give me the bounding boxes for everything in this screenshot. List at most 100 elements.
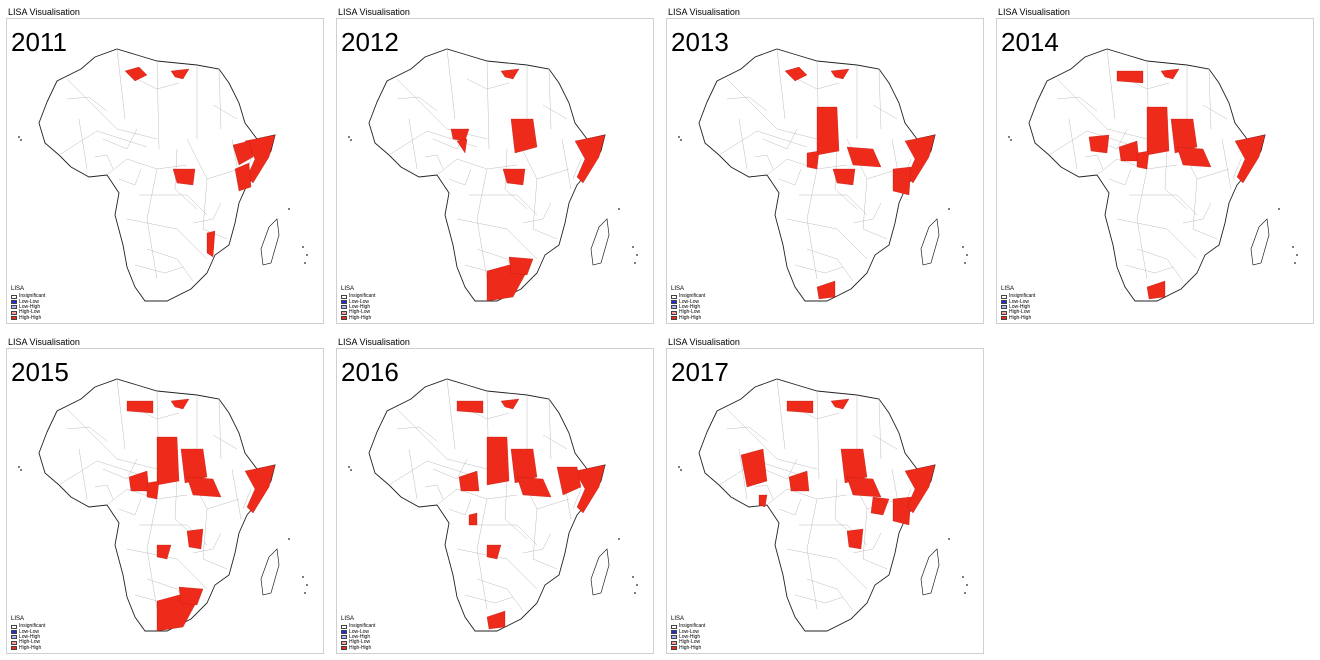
legend-title: LISA: [671, 616, 685, 622]
map-frame: 2011 LISA Insignificant Low-Low Low-High High…: [6, 18, 324, 324]
legend: LISA Insignificant Low-Low Low-High High-Low…: [341, 616, 375, 651]
region-border: [548, 68, 552, 130]
region-border: [78, 118, 88, 170]
high-high-region: [830, 68, 850, 80]
africa-landmass: [1028, 48, 1266, 302]
region-border: [1136, 248, 1184, 282]
island-dot: [680, 469, 682, 471]
region-border: [1208, 68, 1212, 130]
high-high-region: [172, 168, 196, 186]
legend-item: Low-Low: [11, 629, 45, 635]
legend-label: High-Low: [349, 639, 371, 646]
legend-item: High-High: [11, 645, 45, 651]
legend-swatch: [11, 646, 17, 651]
high-high-region: [832, 168, 856, 186]
legend-item: Low-High: [341, 633, 375, 640]
map-panel-2011: LISA Visualisation 2011 LISA Insignificant L…: [6, 0, 324, 324]
legend: LISA Insignificant Low-Low Low-High High-Low…: [11, 286, 45, 321]
region-border: [436, 488, 518, 506]
region-border: [456, 218, 538, 260]
region-border: [231, 468, 242, 520]
legend-swatch: [671, 316, 677, 321]
region-border: [738, 118, 748, 170]
legend-label: Low-High: [349, 633, 371, 640]
region-border: [878, 68, 882, 130]
legend-item: Low-Low: [1001, 298, 1035, 305]
legend-swatch: [1001, 294, 1007, 299]
island-dot: [632, 246, 634, 248]
high-high-regions: [126, 398, 276, 632]
high-high-region: [456, 138, 468, 154]
legend-item: High-High: [1001, 315, 1035, 321]
legend-item: High-Low: [671, 310, 705, 315]
legend-item: High-Low: [341, 640, 375, 645]
island-dot: [680, 139, 682, 141]
legend-swatch: [671, 310, 677, 315]
map-frame: 2014 LISA Insignificant Low-Low Low-High High…: [996, 18, 1314, 324]
year-label: 2013: [671, 27, 729, 57]
island-dot: [288, 208, 290, 210]
legend-swatch: [341, 310, 347, 315]
legend-item: High-Low: [11, 310, 45, 315]
high-high-regions: [124, 66, 276, 258]
region-border: [862, 508, 888, 570]
island-dot: [350, 469, 352, 471]
legend-swatch: [1001, 310, 1007, 315]
region-border: [806, 248, 854, 282]
high-high-region: [458, 470, 480, 492]
region-border: [66, 426, 108, 442]
high-high-region: [170, 398, 190, 410]
region-border: [66, 408, 158, 470]
island-dot: [350, 139, 352, 141]
region-border: [1096, 158, 1178, 176]
high-high-region: [788, 470, 810, 492]
legend-swatch: [671, 624, 677, 629]
high-high-region: [170, 68, 190, 80]
legend-swatch: [671, 305, 677, 310]
high-high-region: [502, 168, 526, 186]
map-panel-2015: LISA Visualisation 2015 LISA Insignificant L…: [6, 330, 324, 654]
panel-title: LISA Visualisation: [668, 337, 740, 347]
high-high-region: [146, 480, 160, 500]
high-high-region: [786, 400, 814, 414]
high-high-region: [846, 528, 864, 550]
region-border: [424, 484, 444, 500]
region-border: [446, 378, 456, 450]
legend-swatch: [671, 635, 677, 640]
region-border: [794, 264, 844, 274]
region-border: [139, 194, 208, 216]
island-dot: [20, 139, 22, 141]
island-dot: [20, 469, 22, 471]
region-border: [58, 460, 148, 486]
region-border: [522, 532, 552, 554]
legend-item: High-Low: [671, 640, 705, 645]
region-border: [504, 478, 528, 540]
high-high-region: [740, 448, 768, 488]
high-high-region: [180, 448, 208, 484]
legend-swatch: [1001, 305, 1007, 310]
region-border: [778, 168, 802, 186]
region-border: [1136, 168, 1148, 280]
high-high-region: [206, 230, 216, 258]
region-border: [94, 154, 114, 170]
region-border: [542, 434, 568, 450]
legend-item: Insignificant: [11, 294, 45, 299]
region-border: [776, 378, 786, 450]
map-frame: 2017 LISA Insignificant Low-Low Low-High High…: [666, 348, 984, 654]
map-frame: 2016 LISA Insignificant Low-Low Low-High High…: [336, 348, 654, 654]
island-dot: [678, 136, 680, 138]
island-dot: [964, 262, 966, 264]
region-border: [388, 460, 478, 486]
legend-swatch: [671, 640, 677, 645]
legend-label: Low-Low: [1009, 298, 1030, 305]
region-border: [1106, 48, 1116, 120]
region-border: [192, 202, 222, 224]
legend-swatch: [671, 630, 677, 635]
island-dot: [966, 254, 968, 256]
africa-map: [348, 378, 638, 632]
legend-item: Low-Low: [341, 629, 375, 635]
high-high-region: [186, 476, 222, 498]
madagascar: [590, 548, 610, 596]
region-border: [436, 158, 518, 176]
high-high-region: [516, 476, 552, 498]
